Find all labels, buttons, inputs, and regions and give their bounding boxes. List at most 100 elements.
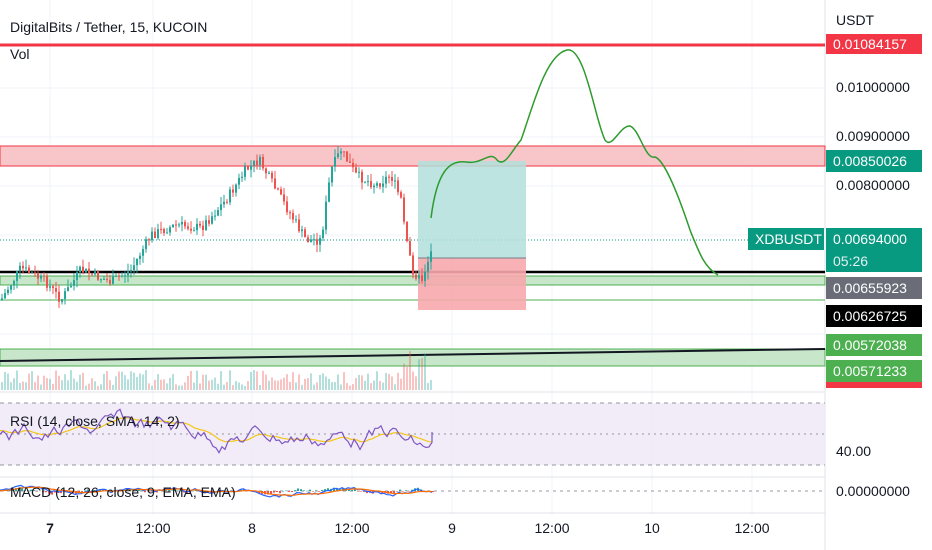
rsi-ma-line [0,417,433,443]
macd-hist-bar [402,491,404,492]
candle-body [214,215,216,217]
volume-bar [193,382,195,390]
macd-hist-bar [288,491,290,492]
volume-bar [166,383,168,390]
volume-bar [412,371,414,390]
volume-bar [208,380,210,390]
projection-path[interactable] [430,49,719,276]
volume-bar [31,371,33,390]
candle-body [55,288,57,292]
volume-bar [151,385,153,390]
volume-bar [229,370,231,390]
macd-hist-bar [189,491,191,493]
macd-hist-bar [405,490,407,491]
candle-body [10,285,12,290]
candle-body [115,275,117,277]
volume-bar [181,385,183,390]
price-tick-2: 0.00900000 [836,128,910,144]
time-label-5: 9 [448,520,456,536]
macd-title[interactable]: MACD (12, 26, close, 9, EMA, EMA) [10,484,236,500]
candle-body [406,221,408,242]
volume-bar [115,376,117,390]
volume-bar [25,382,27,390]
macd-hist-bar [231,490,233,491]
candle-body [94,271,96,275]
long-position-stop[interactable] [418,258,526,310]
candle-body [325,201,327,230]
macd-hist-bar [27,490,29,492]
candle-body [196,223,198,231]
candle-body [289,212,291,214]
volume-bar [427,383,429,390]
macd-hist-bar [102,488,104,491]
candle-body [142,249,144,256]
candle-body [172,224,174,228]
volume-bar [100,384,102,390]
candle-body [349,161,351,163]
candle-body [73,280,75,286]
macd-hist-bar [39,490,41,492]
volume-bar [67,380,69,390]
candle-body [301,229,303,232]
volume-bar [157,374,159,390]
long-position-target[interactable] [418,161,526,258]
macd-hist-bar [18,487,20,491]
volume-bar [139,373,141,390]
candle-body [160,229,162,231]
volume-bar [295,382,297,390]
macd-hist-bar [30,489,32,491]
volume-bar [202,374,204,390]
macd-hist-bar [270,491,272,495]
volume-bar [418,359,420,390]
volume-bar [391,376,393,390]
volume-bar [70,370,72,390]
macd-hist-bar [282,490,284,492]
macd-hist-bar [177,490,179,492]
volume-bar [313,384,315,390]
rsi-title[interactable]: RSI (14, close, SMA, 14, 2) [10,413,180,429]
macd-hist-bar [300,489,302,491]
volume-bar [400,378,402,390]
macd-hist-bar [168,489,170,491]
volume-bar [196,370,198,390]
volume-bar [247,381,249,390]
candle-body [64,291,66,300]
candle-body [145,239,147,250]
candle-body [274,178,276,189]
macd-hist-bar [312,491,314,492]
green-support-zone-lower[interactable] [0,348,826,367]
volume-bar [85,385,87,390]
volume-bar [262,370,264,390]
red-resistance-zone[interactable] [0,145,826,167]
candle-body [316,239,318,245]
black-trend-line[interactable] [0,348,826,362]
volume-label[interactable]: Vol [10,46,30,62]
macd-hist-bar [156,491,158,493]
volume-bar [328,378,330,390]
macd-hist-bar [354,489,356,491]
macd-hist-bar [318,491,320,492]
candle-body [421,275,423,281]
volume-bar [394,384,396,390]
macd-hist-bar [90,491,92,492]
symbol-title[interactable]: DigitalBits / Tether, 15, KUCOIN [10,19,208,35]
volume-bar [379,380,381,390]
candle-body [346,151,348,162]
volume-bar [241,384,243,390]
candle-body [199,223,201,226]
candle-body [76,272,78,281]
volume-bar [16,370,18,390]
candle-body [178,224,180,226]
candle-body [118,275,120,277]
candle-body [154,231,156,238]
macd-hist-bar [81,491,83,493]
candle-body [340,151,342,154]
macd-hist-bar [69,491,71,493]
volume-bar [409,351,411,390]
volume-bar [94,381,96,390]
candle-body [91,273,93,275]
candle-body [367,181,369,183]
volume-bar [118,371,120,390]
candle-body [271,172,273,179]
